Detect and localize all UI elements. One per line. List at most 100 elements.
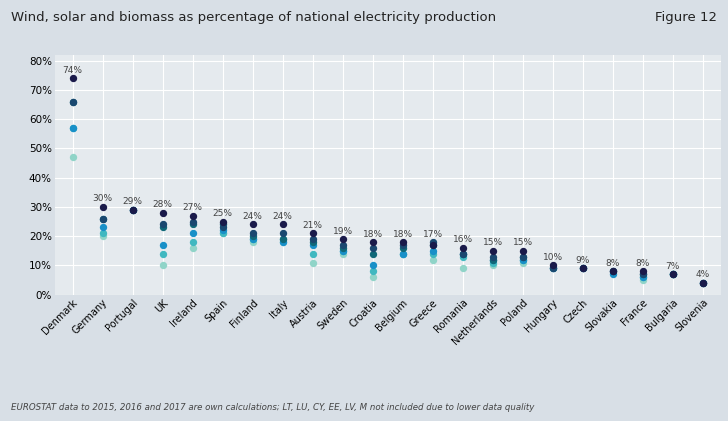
Point: [217, 224, 229, 231]
Point: [157, 209, 168, 216]
Point: [306, 239, 318, 245]
Point: [217, 230, 229, 237]
Text: 15%: 15%: [513, 238, 533, 247]
Point: [427, 242, 438, 248]
Text: 29%: 29%: [122, 197, 143, 206]
Point: [487, 253, 499, 260]
Point: [247, 230, 258, 237]
Point: [397, 239, 408, 245]
Text: 19%: 19%: [333, 226, 352, 236]
Point: [667, 271, 678, 277]
Point: [427, 256, 438, 263]
Point: [247, 236, 258, 242]
Point: [457, 265, 469, 272]
Point: [547, 265, 558, 272]
Point: [517, 253, 529, 260]
Point: [277, 239, 288, 245]
Point: [547, 265, 558, 272]
Point: [277, 236, 288, 242]
Point: [607, 268, 619, 274]
Text: 9%: 9%: [576, 256, 590, 265]
Text: 74%: 74%: [63, 66, 82, 75]
Point: [517, 256, 529, 263]
Point: [577, 265, 588, 272]
Point: [367, 250, 379, 257]
Point: [457, 250, 469, 257]
Point: [306, 236, 318, 242]
Point: [247, 233, 258, 240]
Point: [187, 245, 199, 251]
Text: 8%: 8%: [606, 259, 620, 268]
Point: [157, 242, 168, 248]
Point: [667, 271, 678, 277]
Point: [547, 262, 558, 269]
Point: [637, 268, 649, 274]
Point: [277, 236, 288, 242]
Point: [337, 248, 349, 254]
Point: [67, 98, 79, 105]
Text: 15%: 15%: [483, 238, 503, 247]
Point: [577, 265, 588, 272]
Point: [637, 277, 649, 283]
Point: [487, 256, 499, 263]
Point: [97, 215, 108, 222]
Point: [97, 215, 108, 222]
Text: 4%: 4%: [695, 270, 710, 280]
Point: [337, 250, 349, 257]
Point: [337, 236, 349, 242]
Point: [637, 271, 649, 277]
Point: [247, 236, 258, 242]
Point: [667, 271, 678, 277]
Point: [517, 256, 529, 263]
Point: [697, 280, 708, 286]
Point: [577, 265, 588, 272]
Point: [337, 248, 349, 254]
Point: [397, 250, 408, 257]
Point: [306, 242, 318, 248]
Point: [67, 154, 79, 160]
Point: [97, 203, 108, 210]
Text: 30%: 30%: [92, 195, 113, 203]
Point: [337, 242, 349, 248]
Point: [697, 280, 708, 286]
Point: [637, 271, 649, 277]
Point: [367, 239, 379, 245]
Point: [367, 268, 379, 274]
Point: [367, 274, 379, 280]
Text: 10%: 10%: [542, 253, 563, 262]
Point: [97, 233, 108, 240]
Point: [67, 125, 79, 131]
Point: [187, 212, 199, 219]
Text: 18%: 18%: [363, 229, 383, 239]
Point: [67, 75, 79, 82]
Point: [127, 206, 138, 213]
Point: [667, 271, 678, 277]
Point: [306, 259, 318, 266]
Point: [157, 250, 168, 257]
Point: [457, 253, 469, 260]
Point: [97, 224, 108, 231]
Point: [607, 271, 619, 277]
Point: [607, 268, 619, 274]
Text: EUROSTAT data to 2015, 2016 and 2017 are own calculations; LT, LU, CY, EE, LV, M: EUROSTAT data to 2015, 2016 and 2017 are…: [11, 403, 534, 412]
Point: [337, 245, 349, 251]
Text: Wind, solar and biomass as percentage of national electricity production: Wind, solar and biomass as percentage of…: [11, 11, 496, 24]
Text: 28%: 28%: [153, 200, 173, 209]
Point: [457, 245, 469, 251]
Point: [67, 98, 79, 105]
Point: [487, 262, 499, 269]
Text: 24%: 24%: [273, 212, 293, 221]
Text: 8%: 8%: [636, 259, 650, 268]
Point: [517, 253, 529, 260]
Point: [697, 280, 708, 286]
Point: [247, 221, 258, 228]
Point: [517, 248, 529, 254]
Text: 17%: 17%: [423, 229, 443, 239]
Point: [427, 250, 438, 257]
Point: [277, 221, 288, 228]
Point: [277, 239, 288, 245]
Point: [67, 125, 79, 131]
Point: [487, 259, 499, 266]
Text: 21%: 21%: [303, 221, 323, 230]
Point: [157, 262, 168, 269]
